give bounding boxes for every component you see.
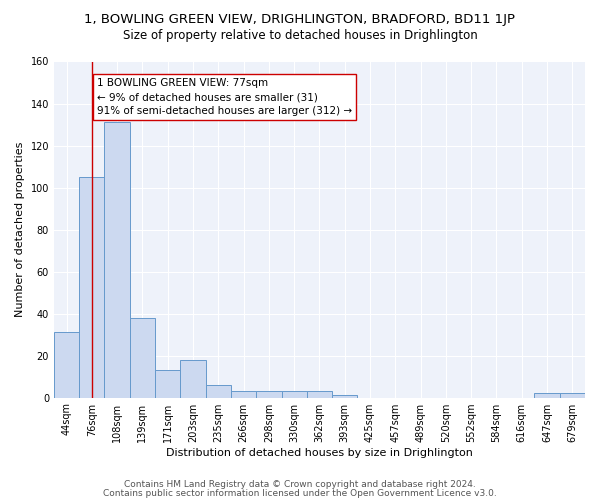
Bar <box>130 318 155 398</box>
Text: Contains HM Land Registry data © Crown copyright and database right 2024.: Contains HM Land Registry data © Crown c… <box>124 480 476 489</box>
Y-axis label: Number of detached properties: Number of detached properties <box>15 142 25 317</box>
Bar <box>231 392 256 398</box>
Bar <box>54 332 79 398</box>
Bar <box>535 394 560 398</box>
Bar <box>256 392 281 398</box>
Bar <box>281 392 307 398</box>
Text: Contains public sector information licensed under the Open Government Licence v3: Contains public sector information licen… <box>103 488 497 498</box>
Text: Size of property relative to detached houses in Drighlington: Size of property relative to detached ho… <box>122 29 478 42</box>
X-axis label: Distribution of detached houses by size in Drighlington: Distribution of detached houses by size … <box>166 448 473 458</box>
Bar <box>332 396 358 398</box>
Bar <box>181 360 206 398</box>
Bar <box>155 370 181 398</box>
Bar <box>104 122 130 398</box>
Text: 1, BOWLING GREEN VIEW, DRIGHLINGTON, BRADFORD, BD11 1JP: 1, BOWLING GREEN VIEW, DRIGHLINGTON, BRA… <box>85 12 515 26</box>
Bar <box>206 385 231 398</box>
Bar <box>560 394 585 398</box>
Text: 1 BOWLING GREEN VIEW: 77sqm
← 9% of detached houses are smaller (31)
91% of semi: 1 BOWLING GREEN VIEW: 77sqm ← 9% of deta… <box>97 78 352 116</box>
Bar <box>307 392 332 398</box>
Bar <box>79 177 104 398</box>
